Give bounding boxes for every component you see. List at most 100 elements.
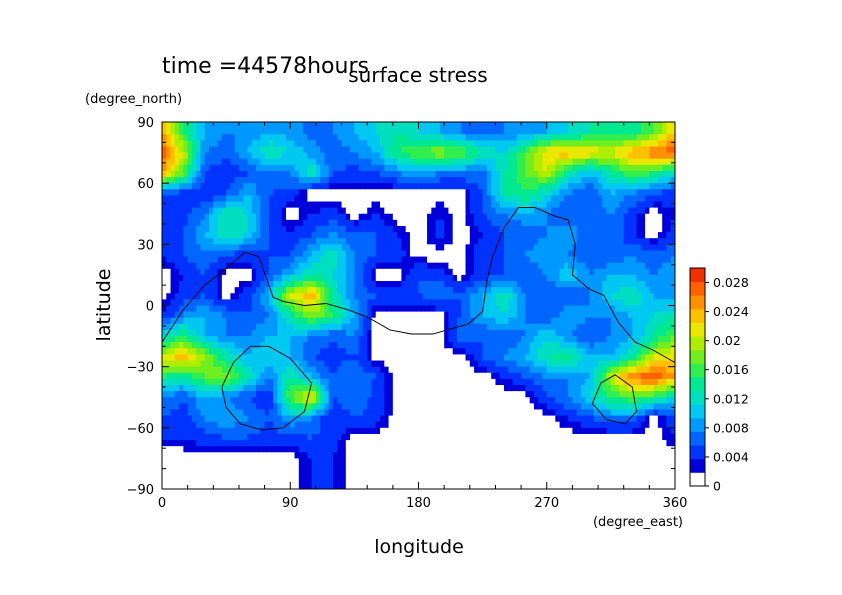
heatmap-cell — [615, 287, 621, 294]
heatmap-cell — [243, 238, 249, 245]
heatmap-cell — [576, 311, 582, 319]
heatmap-cell — [606, 348, 612, 356]
heatmap-cell — [354, 219, 360, 227]
heatmap-cell — [623, 262, 629, 270]
heatmap-cell — [589, 323, 595, 331]
heatmap-cell — [405, 128, 411, 135]
heatmap-cell — [568, 360, 574, 368]
heatmap-cell — [469, 146, 475, 154]
heatmap-cell — [576, 256, 582, 264]
heatmap-cell — [636, 152, 642, 160]
heatmap-cell — [585, 366, 591, 374]
heatmap-cell — [623, 122, 629, 129]
heatmap-cell — [533, 152, 539, 160]
heatmap-cell — [234, 336, 240, 343]
heatmap-cell — [486, 128, 492, 135]
heatmap-cell — [580, 305, 586, 313]
heatmap-cell — [521, 268, 526, 276]
heatmap-cell — [653, 274, 659, 282]
heatmap-cell — [495, 293, 501, 300]
heatmap-cell — [320, 189, 326, 196]
heatmap-cell — [645, 146, 650, 154]
heatmap-cell — [431, 128, 437, 135]
heatmap-cell — [238, 348, 244, 356]
heatmap-cell — [666, 225, 672, 233]
heatmap-cell — [589, 122, 595, 129]
heatmap-cell — [285, 177, 291, 184]
heatmap-cell — [367, 268, 373, 276]
heatmap-cell — [268, 287, 274, 294]
heatmap-cell — [533, 207, 539, 215]
heatmap-cell — [409, 281, 415, 288]
heatmap-cell — [585, 140, 591, 148]
heatmap-cell — [303, 195, 308, 203]
heatmap-cell — [166, 311, 172, 319]
heatmap-cell — [388, 372, 394, 380]
heatmap-cell — [281, 140, 287, 148]
heatmap-cell — [649, 281, 655, 288]
heatmap-cell — [627, 232, 633, 239]
heatmap-cell — [174, 238, 180, 245]
heatmap-cell — [384, 342, 390, 349]
heatmap-cell — [277, 317, 283, 325]
heatmap-cell — [320, 281, 326, 288]
heatmap-cell — [345, 225, 351, 233]
heatmap-cell — [504, 293, 509, 300]
heatmap-cell — [512, 213, 518, 221]
heatmap-cell — [670, 323, 675, 331]
heatmap-cell — [448, 354, 454, 362]
heatmap-cell — [563, 281, 569, 288]
heatmap-cell — [285, 305, 291, 313]
heatmap-cell — [529, 274, 535, 282]
heatmap-cell — [200, 189, 206, 196]
heatmap-cell — [593, 177, 599, 184]
heatmap-cell — [170, 293, 176, 300]
heatmap-cell — [414, 360, 420, 368]
heatmap-cell — [375, 366, 381, 374]
heatmap-cell — [179, 207, 184, 215]
heatmap-cell — [392, 323, 398, 331]
heatmap-cell — [196, 287, 202, 294]
heatmap-cell — [358, 317, 364, 325]
heatmap-cell — [576, 164, 582, 172]
heatmap-cell — [350, 274, 355, 282]
heatmap-cell — [281, 164, 287, 172]
heatmap-cell — [238, 232, 244, 239]
heatmap-cell — [414, 177, 420, 184]
heatmap-cell — [657, 244, 663, 252]
heatmap-cell — [230, 366, 236, 374]
heatmap-cell — [508, 348, 514, 356]
heatmap-cell — [371, 287, 377, 294]
heatmap-cell — [226, 158, 232, 166]
heatmap-cell — [465, 201, 471, 209]
heatmap-cell — [187, 207, 193, 215]
heatmap-cell — [401, 329, 407, 337]
heatmap-cell — [238, 354, 244, 362]
heatmap-cell — [418, 329, 424, 337]
heatmap-cell — [273, 323, 279, 331]
heatmap-cell — [166, 158, 172, 166]
heatmap-cell — [448, 146, 454, 154]
heatmap-cell — [183, 274, 189, 282]
heatmap-cell — [380, 262, 385, 270]
heatmap-cell — [533, 225, 539, 233]
heatmap-cell — [303, 225, 308, 233]
heatmap-cell — [324, 158, 330, 166]
heatmap-cell — [580, 342, 586, 349]
heatmap-cell — [234, 128, 240, 135]
heatmap-cell — [576, 213, 582, 221]
heatmap-cell — [234, 238, 240, 245]
heatmap-cell — [572, 262, 578, 270]
heatmap-cell — [615, 262, 621, 270]
heatmap-cell — [486, 354, 492, 362]
heatmap-cell — [196, 152, 202, 160]
heatmap-cell — [538, 250, 544, 258]
heatmap-cell — [277, 281, 283, 288]
heatmap-cell — [525, 170, 531, 178]
heatmap-cell — [264, 329, 270, 337]
heatmap-cell — [401, 256, 407, 264]
heatmap-cell — [303, 317, 308, 325]
heatmap-cell — [392, 195, 398, 203]
heatmap-cell — [375, 158, 381, 166]
heatmap-cell — [657, 238, 663, 245]
